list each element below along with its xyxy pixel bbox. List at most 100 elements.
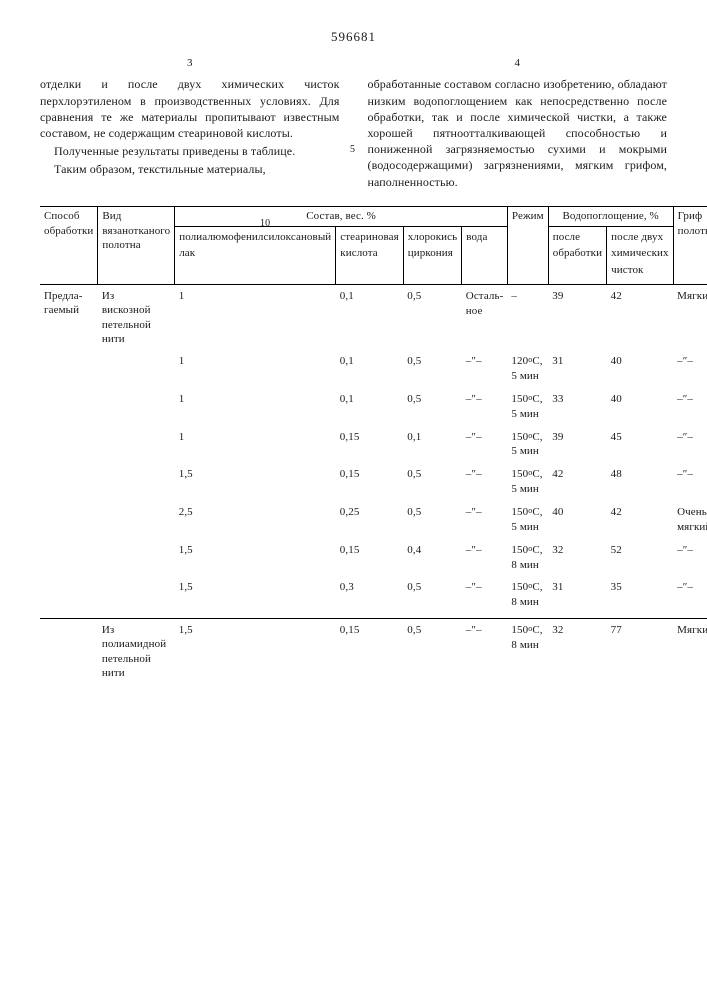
th-w2: после двух химических чисток	[607, 226, 674, 285]
table-row: 10,150,1–″–150оС,5 мин3945–″–	[40, 426, 707, 464]
cell-grif: Оченьмягкий	[673, 501, 707, 539]
cell-regim: 120оС,5 мин	[507, 350, 548, 388]
th-water-group: Водопоглощение, %	[548, 206, 673, 226]
table-row: 1,50,150,4–″–150оС,8 мин3252–″–	[40, 539, 707, 577]
cell-vid	[98, 426, 175, 464]
cell-c2: 0,15	[336, 619, 403, 685]
cell-w1: 42	[548, 463, 606, 501]
cell-c4: –″–	[462, 426, 508, 464]
cell-w1: 31	[548, 350, 606, 388]
cell-w2: 35	[607, 576, 674, 614]
cell-w1: 39	[548, 426, 606, 464]
cell-regim: 150оС,5 мин	[507, 388, 548, 426]
document-page: 596681 3 отделки и после двух химических…	[0, 0, 707, 1000]
cell-grif: Мягкий	[673, 285, 707, 351]
cell-vid	[98, 463, 175, 501]
cell-vid	[98, 388, 175, 426]
cell-c3: 0,4	[403, 539, 462, 577]
cell-c4: –″–	[462, 388, 508, 426]
th-c3: хлорокись циркония	[403, 226, 462, 285]
table-row: 2,50,250,5–″–150оС,5 мин4042Оченьмягкий	[40, 501, 707, 539]
cell-vid	[98, 539, 175, 577]
cell-grif: –″–	[673, 539, 707, 577]
th-vid: Вид вязанотканого полотна	[98, 206, 175, 284]
cell-c4: –″–	[462, 539, 508, 577]
cell-c4: –″–	[462, 619, 508, 685]
cell-w2: 52	[607, 539, 674, 577]
cell-w2: 45	[607, 426, 674, 464]
table-body: Предла-гаемыйИзвискознойпетельнойнити10,…	[40, 285, 707, 685]
cell-vid	[98, 501, 175, 539]
cell-c3: 0,5	[403, 619, 462, 685]
cell-c1: 1	[175, 285, 336, 351]
cell-regim: 150оС,5 мин	[507, 426, 548, 464]
cell-w2: 40	[607, 388, 674, 426]
left-para-2: Полученные результаты приведены в таблиц…	[40, 143, 340, 159]
table-row: 10,10,5–″–150оС,5 мин3340–″–	[40, 388, 707, 426]
cell-c2: 0,1	[336, 285, 403, 351]
cell-regim: 150оС,8 мин	[507, 576, 548, 614]
th-w1: после обработки	[548, 226, 606, 285]
cell-c2: 0,3	[336, 576, 403, 614]
th-regim: Режим	[507, 206, 548, 284]
left-column-mark: 3	[40, 56, 340, 71]
right-para-1: обработанные составом согласно изобретен…	[368, 76, 668, 189]
data-table: Способ обработки Вид вязанотканого полот…	[40, 206, 707, 685]
table-row: 1,50,150,5–″–150оС,5 мин4248–″–	[40, 463, 707, 501]
cell-vid: Извискознойпетельнойнити	[98, 285, 175, 351]
cell-sposob	[40, 426, 98, 464]
cell-c1: 1,5	[175, 619, 336, 685]
cell-w1: 31	[548, 576, 606, 614]
th-grif: Гриф полотна	[673, 206, 707, 284]
cell-c2: 0,15	[336, 463, 403, 501]
cell-c1: 2,5	[175, 501, 336, 539]
th-sposob: Способ обработки	[40, 206, 98, 284]
cell-c3: 0,1	[403, 426, 462, 464]
cell-w1: 32	[548, 619, 606, 685]
right-column-mark: 4	[368, 56, 668, 71]
cell-c3: 0,5	[403, 388, 462, 426]
document-number: 596681	[40, 28, 667, 46]
cell-c3: 0,5	[403, 576, 462, 614]
cell-sposob	[40, 463, 98, 501]
cell-sposob	[40, 539, 98, 577]
cell-regim: 150оС,5 мин	[507, 463, 548, 501]
cell-c1: 1,5	[175, 463, 336, 501]
cell-grif: –″–	[673, 350, 707, 388]
cell-c3: 0,5	[403, 463, 462, 501]
cell-c2: 0,1	[336, 350, 403, 388]
th-c2: стеариновая кислота	[336, 226, 403, 285]
cell-c1: 1,5	[175, 576, 336, 614]
cell-c1: 1	[175, 388, 336, 426]
cell-c4: –″–	[462, 501, 508, 539]
table-row: 1,50,30,5–″–150оС,8 мин3135–″–	[40, 576, 707, 614]
cell-c2: 0,15	[336, 426, 403, 464]
cell-regim: 150оС,8 мин	[507, 539, 548, 577]
cell-w1: 33	[548, 388, 606, 426]
cell-sposob	[40, 619, 98, 685]
cell-vid	[98, 576, 175, 614]
cell-regim: –	[507, 285, 548, 351]
cell-c3: 0,5	[403, 350, 462, 388]
cell-vid: Изполиамиднойпетельнойнити	[98, 619, 175, 685]
cell-w2: 48	[607, 463, 674, 501]
cell-regim: 150оС,5 мин	[507, 501, 548, 539]
cell-c4: Осталь-ное	[462, 285, 508, 351]
cell-c3: 0,5	[403, 501, 462, 539]
cell-w2: 40	[607, 350, 674, 388]
cell-w1: 40	[548, 501, 606, 539]
cell-c4: –″–	[462, 350, 508, 388]
cell-regim: 150оС,8 мин	[507, 619, 548, 685]
table-row: Изполиамиднойпетельнойнити1,50,150,5–″–1…	[40, 619, 707, 685]
left-para-1: отделки и после двух химических чисток п…	[40, 76, 340, 141]
left-para-3: Таким образом, текстильные материалы,	[40, 161, 340, 177]
cell-w2: 42	[607, 285, 674, 351]
cell-c2: 0,1	[336, 388, 403, 426]
line-number-5: 5	[350, 143, 355, 157]
cell-grif: –″–	[673, 463, 707, 501]
cell-w2: 77	[607, 619, 674, 685]
cell-sposob	[40, 576, 98, 614]
cell-c4: –″–	[462, 463, 508, 501]
th-c1: полиалюмофенилсилоксановый лак	[175, 226, 336, 285]
cell-c1: 1	[175, 350, 336, 388]
